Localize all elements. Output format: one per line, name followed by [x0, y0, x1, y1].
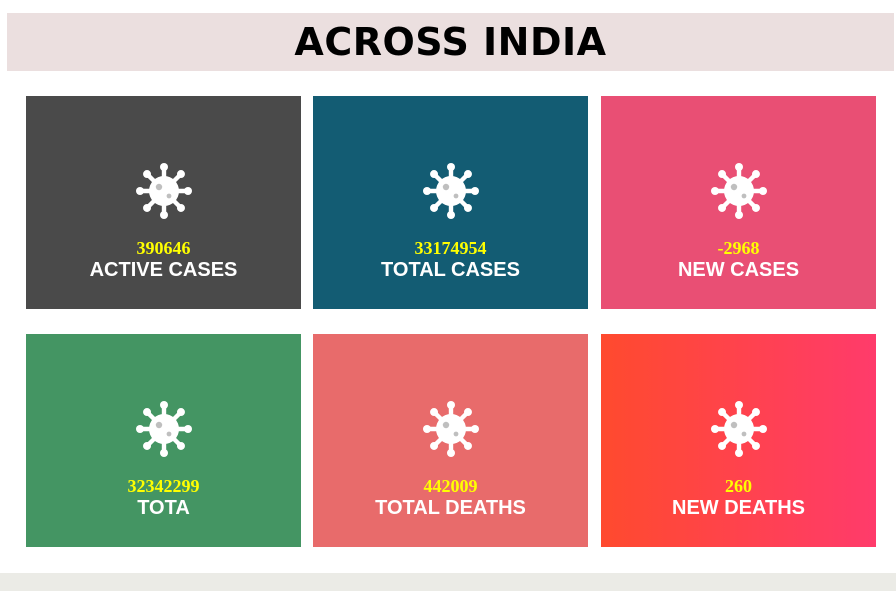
- virus-icon: [135, 163, 192, 219]
- card-value: 260: [725, 476, 752, 496]
- card-new-deaths: 260 NEW DEATHS: [601, 334, 876, 547]
- card-active-cases: 390646 ACTIVE CASES: [26, 96, 301, 309]
- card-label: TOTA: [137, 497, 190, 519]
- card-value: -2968: [717, 238, 760, 258]
- card-value: 33174954: [414, 238, 487, 258]
- virus-icon: [710, 401, 767, 457]
- card-new-cases: -2968 NEW CASES: [601, 96, 876, 309]
- card-label: ACTIVE CASES: [89, 259, 238, 281]
- card-total-cases: 33174954 TOTAL CASES: [313, 96, 588, 309]
- card-value: 390646: [136, 238, 191, 258]
- virus-icon: [135, 401, 192, 457]
- card-value: 442009: [423, 476, 478, 496]
- page-title: ACROSS INDIA: [294, 20, 607, 64]
- card-label: TOTAL CASES: [381, 259, 520, 281]
- card-label: NEW DEATHS: [672, 497, 805, 519]
- virus-icon: [422, 401, 479, 457]
- page-header: ACROSS INDIA: [7, 13, 894, 71]
- virus-icon: [422, 163, 479, 219]
- card-label: NEW CASES: [677, 259, 800, 281]
- virus-icon: [710, 163, 767, 219]
- card-label: TOTAL DEATHS: [375, 497, 526, 519]
- card-total-recovered: 32342299 TOTA: [26, 334, 301, 547]
- page-footer: [0, 573, 896, 591]
- card-value: 32342299: [127, 476, 200, 496]
- card-total-deaths: 442009 TOTAL DEATHS: [313, 334, 588, 547]
